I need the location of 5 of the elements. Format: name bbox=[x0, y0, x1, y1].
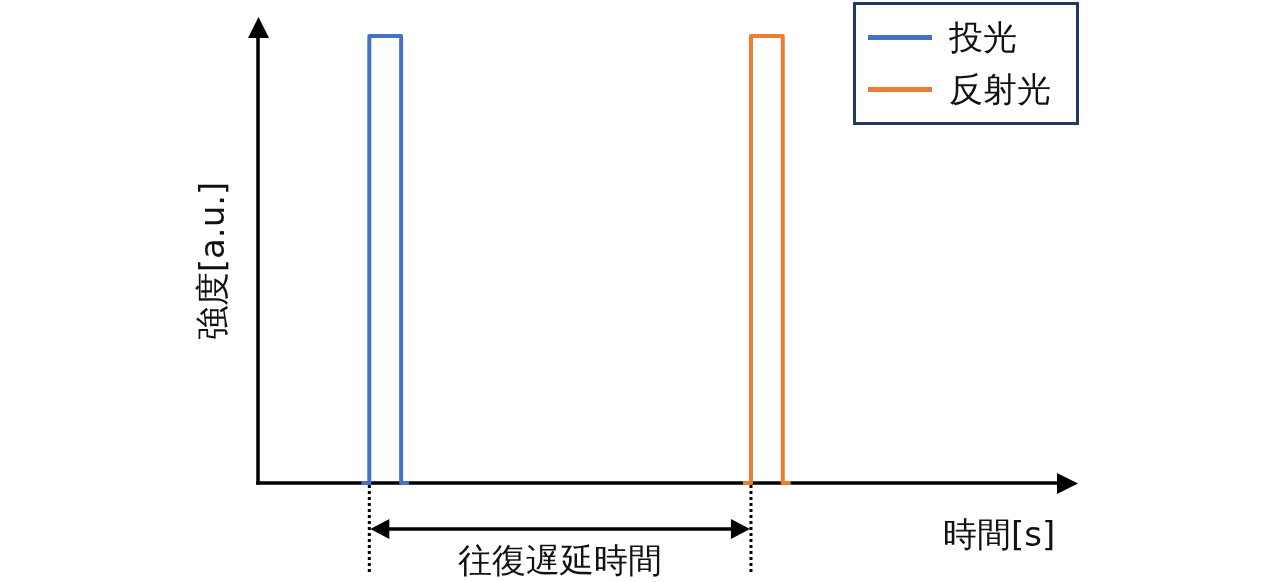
x-axis-title: 時間[s] bbox=[943, 514, 1056, 554]
legend-label: 反射光 bbox=[949, 69, 1051, 109]
text: 往復遅延時間 bbox=[458, 540, 663, 580]
y-axis-title: 強度[a.u.] bbox=[192, 181, 232, 341]
legend-label: 投光 bbox=[949, 17, 1017, 57]
